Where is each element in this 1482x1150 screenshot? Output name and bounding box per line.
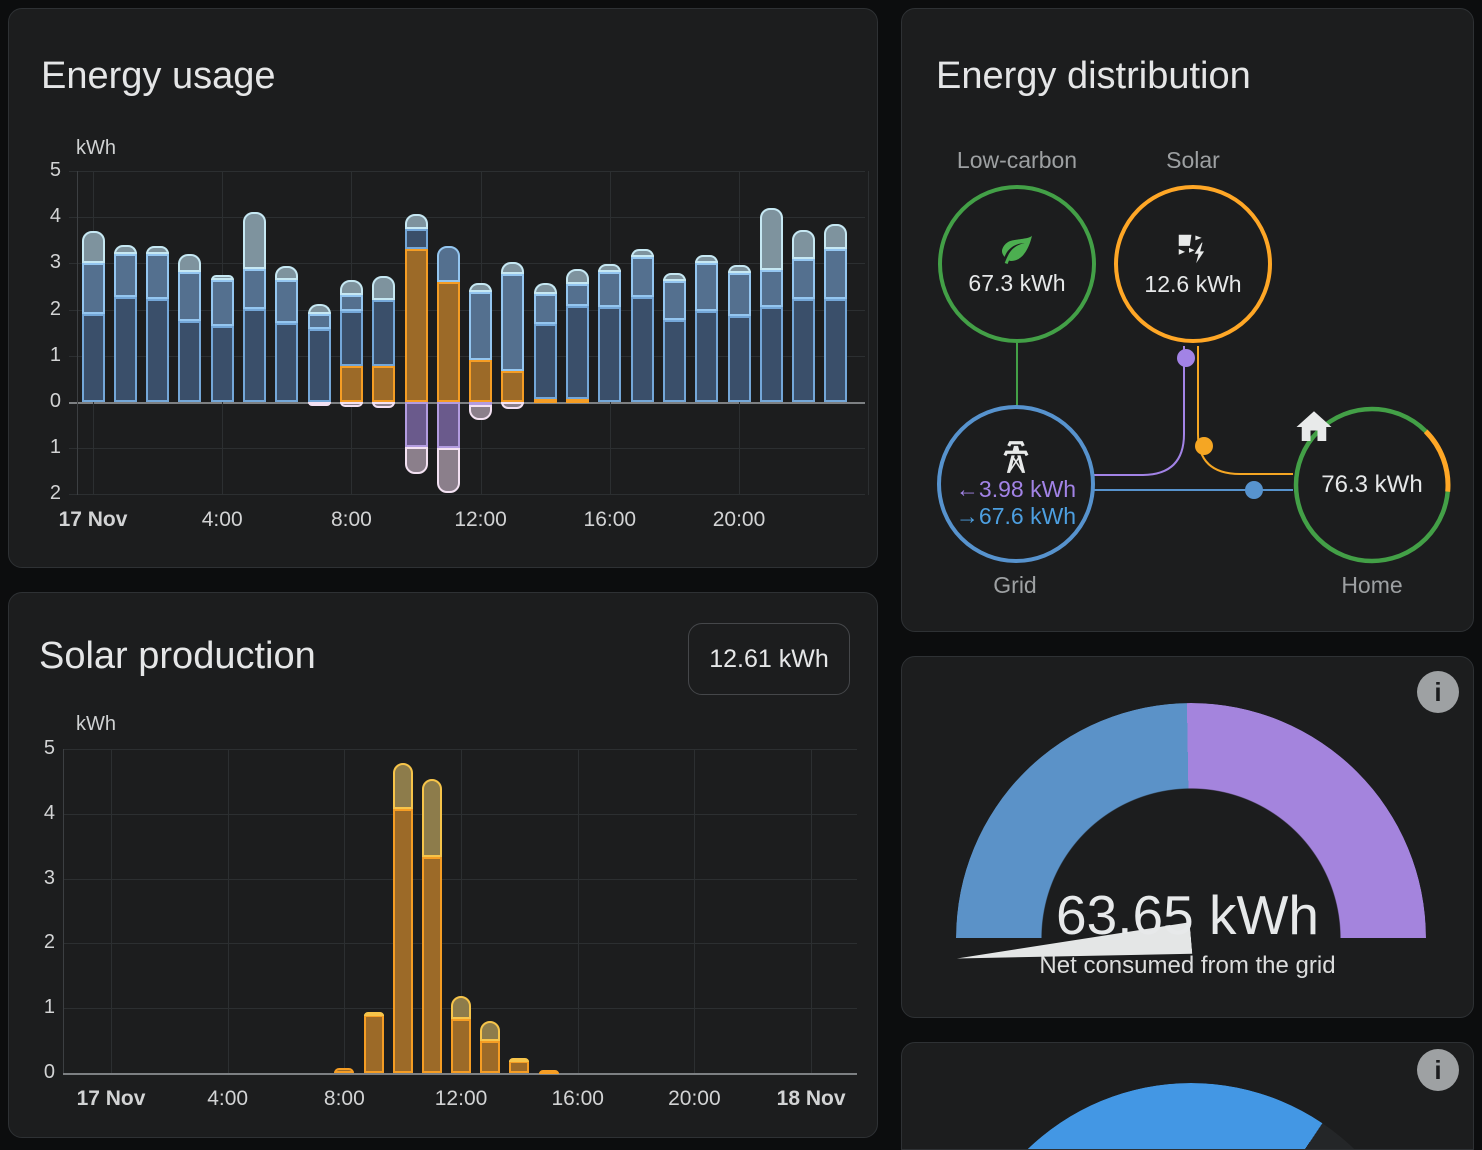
energy-usage-chart: 5 4 3 2 1 0 1 2 17 Nov 4:00 8:00 12:00 16:00 20:00 xyxy=(50,159,870,531)
net-consumed-gauge-card: i 63.65 kWh Net consumed from the grid xyxy=(901,656,1474,1018)
solar-node[interactable]: 12.6 kWh xyxy=(1114,185,1272,343)
energy-distribution-title: Energy distribution xyxy=(936,55,1251,97)
info-icon[interactable]: i xyxy=(1417,671,1459,713)
info-icon[interactable]: i xyxy=(1417,1049,1459,1091)
net-consumed-gauge-arc xyxy=(956,703,1426,938)
solar-production-chart: 5 4 3 2 1 0 17 Nov 4:00 8:00 12:00 16:00 20:00 18 No… xyxy=(44,737,857,1110)
home-label: Home xyxy=(1341,572,1403,598)
grid-label: Grid xyxy=(993,572,1037,598)
home-icon xyxy=(1296,411,1332,441)
solar-total-value: 12.61 kWh xyxy=(709,644,829,673)
low-carbon-value: 67.3 kWh xyxy=(968,270,1066,296)
net-consumed-label: Net consumed from the grid xyxy=(1039,952,1336,979)
grid-consumed-value: →67.6 kWh xyxy=(955,503,1077,529)
solar-power-icon xyxy=(1178,234,1205,264)
net-consumed-value: 63.65 kWh xyxy=(1056,884,1319,946)
energy-usage-unit-label: kWh xyxy=(76,137,116,159)
low-carbon-label: Low-carbon xyxy=(956,147,1078,173)
grid-node[interactable]: ←3.98 kWh →67.6 kWh xyxy=(937,405,1095,563)
home-node[interactable]: 76.3 kWh xyxy=(1293,406,1451,564)
bottom-gauge-arc xyxy=(956,1083,1426,1149)
solar-label: Solar xyxy=(1166,147,1220,173)
transmission-tower-icon xyxy=(1003,441,1029,473)
solar-production-title: Solar production xyxy=(39,635,316,677)
solar-total-badge: 12.61 kWh xyxy=(688,623,850,695)
solar-value: 12.6 kWh xyxy=(1144,271,1242,297)
solar-production-card: Solar production 12.61 kWh kWh 5 4 3 2 1 0 17 … xyxy=(8,592,878,1138)
low-carbon-node[interactable]: 67.3 kWh xyxy=(938,185,1096,343)
home-value: 76.3 kWh xyxy=(1321,471,1423,498)
bottom-gauge-card: i xyxy=(901,1042,1474,1150)
grid-return-value: ←3.98 kWh xyxy=(955,476,1077,502)
solar-production-unit-label: kWh xyxy=(76,713,116,735)
energy-usage-card: Energy usage kWh 5 4 3 2 1 0 1 2 17 Nov 4:00 8:00 1… xyxy=(8,8,878,568)
energy-distribution-card: Energy distribution Low-carbon Solar 67.… xyxy=(901,8,1474,632)
home-ring xyxy=(1293,406,1451,564)
leaf-icon xyxy=(1002,235,1032,264)
energy-usage-title: Energy usage xyxy=(41,55,276,97)
